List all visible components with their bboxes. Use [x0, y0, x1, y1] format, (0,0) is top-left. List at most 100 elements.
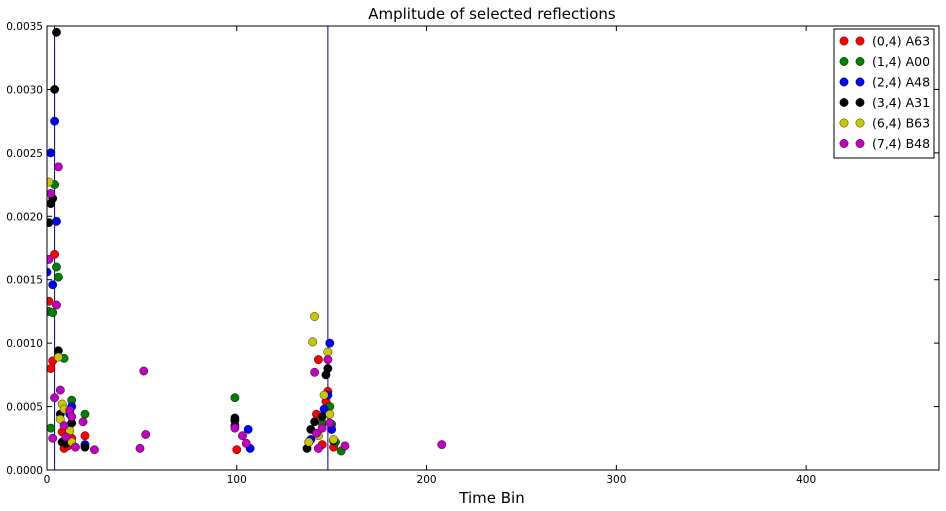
data-point — [135, 444, 145, 453]
x-axis-label: Time Bin — [458, 489, 524, 507]
legend-marker — [839, 57, 849, 66]
legend-box — [833, 28, 935, 159]
data-point — [47, 189, 56, 198]
chart-title: Amplitude of selected reflections — [368, 5, 616, 23]
data-point — [325, 418, 335, 428]
data-point — [59, 421, 69, 430]
data-point — [310, 312, 319, 321]
legend-entry-label: (6,4) B63 — [872, 116, 930, 131]
data-point — [310, 367, 319, 377]
plot-frame — [46, 25, 940, 471]
data-point — [80, 409, 90, 419]
data-point — [48, 308, 58, 318]
data-point — [52, 262, 61, 272]
data-point — [232, 445, 242, 455]
data-point — [437, 440, 447, 450]
data-point — [47, 255, 54, 264]
x-tick-label: 200 — [417, 474, 437, 486]
data-point — [319, 390, 329, 400]
data-point — [47, 423, 56, 433]
data-point — [61, 432, 71, 442]
x-tick-label: 400 — [796, 474, 816, 486]
x-tick-label: 100 — [227, 474, 247, 486]
legend-marker — [855, 77, 865, 87]
data-point — [323, 364, 333, 373]
data-point — [53, 272, 63, 282]
data-point — [317, 423, 327, 433]
legend-entry-label: (1,4) A00 — [872, 54, 930, 69]
data-point — [71, 442, 80, 452]
legend-marker — [839, 36, 849, 46]
data-point — [47, 177, 54, 187]
data-point — [312, 428, 321, 438]
y-tick-label: 0.0015 — [6, 275, 43, 287]
plot-area — [47, 26, 447, 470]
data-point — [50, 393, 59, 403]
y-tick-label: 0.0030 — [6, 84, 43, 96]
data-point — [139, 366, 149, 376]
y-tick-label: 0.0025 — [6, 148, 43, 160]
legend-marker — [855, 98, 865, 107]
data-point — [47, 364, 56, 373]
legend-marker — [839, 98, 849, 107]
y-tick-label: 0.0000 — [6, 465, 43, 477]
legend-entry-label: (3,4) A31 — [872, 95, 930, 110]
data-point — [52, 27, 61, 37]
y-tick-label: 0.0005 — [6, 402, 43, 414]
data-point — [340, 441, 350, 451]
data-point — [47, 218, 54, 228]
data-point — [52, 300, 61, 310]
data-point — [48, 280, 58, 290]
data-point — [308, 337, 318, 347]
data-point — [47, 267, 52, 277]
data-point — [47, 296, 54, 306]
legend-entry-label: (2,4) A48 — [872, 75, 930, 90]
data-point — [329, 435, 338, 444]
legend-marker — [855, 36, 865, 46]
legend-marker — [839, 77, 849, 87]
data-point — [317, 412, 327, 422]
y-tick-label: 0.0010 — [6, 338, 43, 350]
data-point — [53, 352, 63, 362]
data-point — [67, 412, 77, 422]
x-tick-label: 0 — [44, 474, 51, 486]
legend-marker — [855, 118, 865, 128]
data-point — [310, 417, 319, 427]
legend-entry-label: (0,4) A63 — [872, 34, 930, 49]
series-group — [47, 26, 447, 470]
data-point — [50, 116, 59, 126]
data-point — [141, 430, 151, 439]
data-point — [325, 409, 335, 419]
data-point — [230, 416, 240, 425]
legend: (0,4) A63 (1,4) A00 (2,4) A48 (3,4) A31 (6,4… — [833, 28, 935, 159]
data-point — [78, 417, 88, 427]
data-point — [52, 216, 61, 226]
data-point — [323, 355, 333, 365]
data-point — [48, 433, 58, 443]
data-point — [80, 442, 90, 452]
data-point — [53, 162, 63, 172]
data-point — [230, 393, 240, 403]
legend-entry-label: (7,4) B48 — [872, 136, 930, 151]
legend-marker — [839, 118, 849, 128]
data-point — [304, 437, 314, 447]
legend-marker — [855, 57, 865, 66]
legend-marker — [839, 139, 849, 148]
data-point — [243, 425, 253, 434]
data-point — [313, 355, 323, 365]
data-point — [80, 431, 90, 441]
data-point — [50, 249, 59, 259]
legend-marker — [855, 139, 865, 148]
data-point — [238, 431, 247, 441]
data-point — [241, 438, 251, 448]
axis-ticks: 0 100 200 300 400 0.0000 0.0005 0.0010 0.0015 0.0… — [6, 21, 939, 486]
x-tick-label: 300 — [606, 474, 626, 486]
y-tick-label: 0.0035 — [6, 21, 43, 33]
y-tick-label: 0.0020 — [6, 211, 43, 223]
data-point — [313, 444, 323, 453]
data-point — [230, 423, 240, 433]
data-point — [55, 385, 65, 395]
data-point — [90, 445, 99, 455]
data-point — [325, 338, 335, 348]
